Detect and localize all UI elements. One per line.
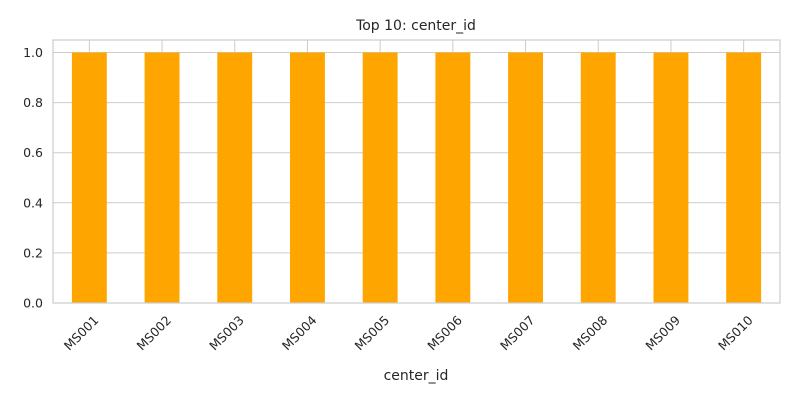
x-tick-label: MS005 [352,313,393,354]
x-tick-labels: MS001 MS002 MS003 MS004 MS005 MS006 MS007 MS008… [61,312,756,353]
x-tick-label: MS001 [61,313,102,354]
y-tick-label: 0.0 [23,296,43,311]
x-tick-label: MS006 [424,312,465,353]
y-tick-label: 0.8 [23,95,43,110]
plot-frame [52,39,781,304]
x-tick-label: MS009 [642,312,683,353]
bar [362,52,398,304]
bar [71,52,107,304]
bar [217,52,253,304]
y-tick-labels: 0.0 0.2 0.4 0.6 0.8 1.0 [23,45,43,310]
y-tick-label: 0.6 [23,145,43,160]
bar [290,52,325,304]
x-axis-label: center_id [384,368,449,384]
bar [726,52,762,304]
x-tick-label: MS003 [206,313,247,354]
bar [435,52,471,304]
bar [508,52,543,304]
bar [653,52,689,304]
chart-title: Top 10: center_id [355,18,476,34]
x-tick-label: MS004 [279,312,320,353]
bars [71,52,762,304]
y-tick-label: 1.0 [23,45,43,60]
x-tick-label: MS002 [133,313,174,354]
y-tick-label: 0.2 [23,245,43,260]
bar [580,52,616,304]
x-tick-label: MS010 [715,312,756,353]
x-tick-label: MS008 [570,312,611,353]
bar [144,52,180,304]
y-tick-label: 0.4 [23,195,43,210]
x-tick-label: MS007 [497,313,538,354]
